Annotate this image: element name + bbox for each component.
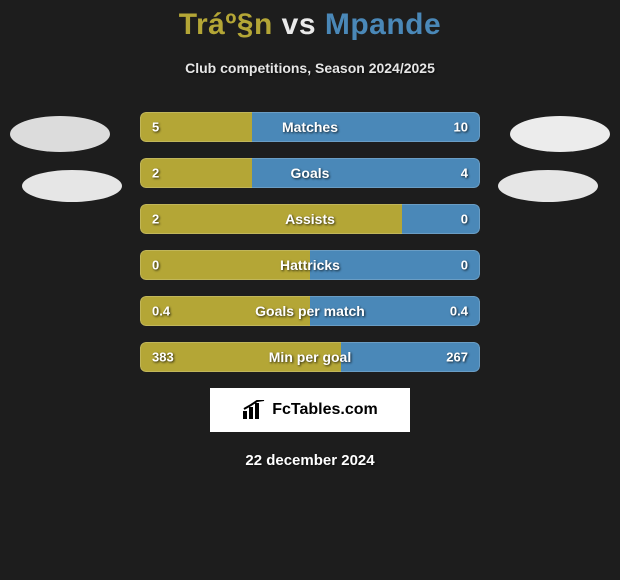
stat-row: Hattricks 0 0 (140, 250, 480, 280)
brand-box: FcTables.com (210, 388, 410, 432)
vs-text: vs (282, 8, 316, 41)
brand-logo-icon (242, 400, 266, 420)
stat-value-left: 383 (152, 350, 174, 365)
stat-value-right: 0 (461, 258, 468, 273)
stat-value-left: 2 (152, 212, 159, 227)
stat-label: Assists (285, 211, 335, 227)
stat-value-right: 267 (446, 350, 468, 365)
stat-value-right: 10 (454, 120, 468, 135)
stat-label: Matches (282, 119, 338, 135)
stat-value-right: 0 (461, 212, 468, 227)
subtitle: Club competitions, Season 2024/2025 (0, 60, 620, 76)
player1-avatar-top (10, 116, 110, 152)
stats-arena: Matches 5 10 Goals 2 4 Assists 2 0 Hattricks 0 0 Goa… (0, 112, 620, 372)
stat-value-left: 2 (152, 166, 159, 181)
player2-name: Mpande (325, 8, 441, 41)
player1-name: Tráº§n (179, 8, 273, 41)
stat-row: Assists 2 0 (140, 204, 480, 234)
stat-row: Min per goal 383 267 (140, 342, 480, 372)
stat-row: Matches 5 10 (140, 112, 480, 142)
stat-value-right: 0.4 (450, 304, 468, 319)
stat-value-left: 0.4 (152, 304, 170, 319)
brand-text: FcTables.com (272, 401, 378, 419)
stat-value-right: 4 (461, 166, 468, 181)
stat-label: Goals (291, 165, 330, 181)
stat-label: Hattricks (280, 257, 340, 273)
stat-value-left: 0 (152, 258, 159, 273)
stat-row: Goals per match 0.4 0.4 (140, 296, 480, 326)
stat-label: Goals per match (255, 303, 365, 319)
snapshot-date: 22 december 2024 (0, 452, 620, 469)
player2-avatar-bottom (498, 170, 598, 202)
stat-bars-container: Matches 5 10 Goals 2 4 Assists 2 0 Hattricks 0 0 Goa… (140, 112, 480, 372)
stat-label: Min per goal (269, 349, 351, 365)
stat-row: Goals 2 4 (140, 158, 480, 188)
player1-avatar-bottom (22, 170, 122, 202)
comparison-title: Tráº§n vs Mpande (0, 0, 620, 42)
stat-value-left: 5 (152, 120, 159, 135)
player2-avatar-top (510, 116, 610, 152)
